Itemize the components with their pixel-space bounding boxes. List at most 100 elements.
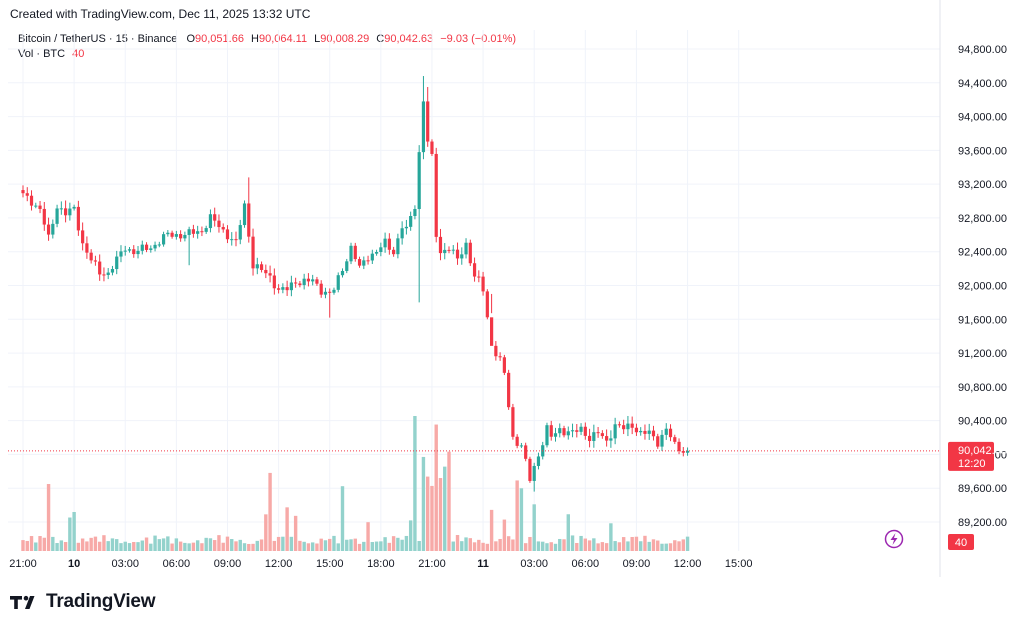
volume-bar bbox=[174, 538, 179, 551]
symbol-title[interactable]: Bitcoin / TetherUS · 15 · Binance bbox=[18, 33, 178, 45]
candle-body bbox=[213, 214, 217, 221]
price-axis-label: 93,200.00 bbox=[958, 179, 1007, 191]
volume-bar bbox=[383, 537, 387, 551]
price-axis-label: 89,600.00 bbox=[958, 483, 1007, 495]
candle-body bbox=[238, 225, 242, 240]
candle-body bbox=[562, 428, 566, 436]
volume-bar bbox=[400, 539, 404, 551]
volume-bar bbox=[157, 539, 162, 551]
volume-bar bbox=[38, 536, 42, 551]
candle-body bbox=[204, 228, 208, 232]
candle-body bbox=[170, 232, 174, 237]
volume-bar bbox=[391, 536, 396, 551]
volume-bar bbox=[651, 539, 656, 551]
volume-bar bbox=[528, 536, 532, 551]
price-axis-label: 92,000.00 bbox=[958, 281, 1007, 293]
time-axis-label: 03:00 bbox=[111, 558, 139, 570]
volume-bar bbox=[217, 535, 221, 551]
volume-bar bbox=[132, 541, 136, 551]
price-change: −9.03 (−0.01%) bbox=[440, 33, 517, 45]
price-axis-label: 94,400.00 bbox=[958, 78, 1007, 90]
volume-bar bbox=[230, 539, 234, 551]
candle-body bbox=[443, 249, 447, 254]
volume-bar bbox=[183, 542, 187, 551]
volume-bar bbox=[477, 539, 481, 551]
candle-body bbox=[81, 230, 85, 244]
time-axis-label: 21:00 bbox=[9, 558, 37, 570]
volume-bar bbox=[55, 543, 59, 551]
time-axis-label: 10 bbox=[68, 558, 80, 570]
candle-body bbox=[119, 251, 123, 257]
candle-body bbox=[651, 430, 656, 437]
candle-body bbox=[200, 231, 204, 233]
volume-bar bbox=[293, 515, 298, 551]
candle-body bbox=[668, 428, 673, 438]
candle-body bbox=[251, 236, 255, 269]
candle-body bbox=[64, 208, 68, 216]
candle-body bbox=[677, 441, 681, 452]
tradingview-wordmark: TradingView bbox=[46, 591, 156, 612]
candle-body bbox=[575, 430, 579, 432]
volume-bar bbox=[519, 488, 524, 551]
volume-bar bbox=[634, 536, 639, 551]
candle-body bbox=[357, 259, 362, 266]
volume-bar bbox=[626, 541, 630, 551]
volume-bar bbox=[545, 543, 549, 551]
volume-bar bbox=[63, 542, 68, 551]
time-axis-label: 18:00 bbox=[367, 558, 395, 570]
volume-bar bbox=[298, 540, 302, 551]
candle-body bbox=[132, 249, 136, 255]
volume-value-tag[interactable] bbox=[948, 534, 974, 550]
candle-body bbox=[161, 234, 166, 245]
volume-bar bbox=[332, 535, 336, 551]
candle-body bbox=[664, 428, 668, 435]
volume-bar bbox=[46, 484, 51, 551]
candle-body bbox=[404, 226, 408, 229]
candle-body bbox=[409, 216, 413, 227]
volume-bar bbox=[251, 543, 255, 551]
candle-body bbox=[472, 263, 477, 277]
last-price-tag[interactable] bbox=[948, 441, 994, 471]
candle-body bbox=[42, 208, 46, 225]
volume-bar bbox=[349, 539, 353, 551]
bar-countdown: 12:20 bbox=[958, 458, 986, 470]
candle-body bbox=[639, 430, 643, 433]
volume-bar bbox=[664, 543, 668, 551]
volume-bar bbox=[89, 537, 93, 551]
lightning-icon[interactable] bbox=[884, 529, 904, 549]
candle-body bbox=[55, 208, 59, 224]
candle-body bbox=[553, 433, 558, 437]
symbol-legend: Bitcoin / TetherUS · 15 · Binance O90,05… bbox=[18, 32, 516, 62]
volume-bar bbox=[515, 480, 519, 551]
time-axis-label: 03:00 bbox=[520, 558, 548, 570]
candle-body bbox=[583, 426, 587, 436]
close-value: 90,042.63 bbox=[384, 33, 434, 45]
volume-bar bbox=[553, 543, 558, 551]
volume-bar bbox=[443, 466, 447, 551]
candle-body bbox=[46, 224, 51, 235]
candle-body bbox=[494, 345, 498, 357]
candle-body bbox=[660, 434, 664, 447]
tradingview-logo[interactable]: TradingView bbox=[10, 590, 156, 614]
candle-body bbox=[76, 206, 80, 231]
volume-bar bbox=[319, 538, 323, 551]
volume-bar bbox=[234, 541, 238, 551]
last-price-value: 90,042.63 bbox=[958, 445, 1007, 457]
volume-legend-label[interactable]: Vol · BTC bbox=[18, 48, 66, 60]
volume-bar bbox=[455, 535, 460, 551]
volume-bar bbox=[170, 543, 174, 551]
candle-body bbox=[187, 229, 191, 235]
lightning-icon-bolt bbox=[890, 533, 898, 545]
candle-body bbox=[447, 249, 451, 251]
volume-bar bbox=[85, 541, 89, 551]
candle-body bbox=[685, 450, 690, 453]
time-axis-label: 15:00 bbox=[316, 558, 344, 570]
candle-body bbox=[289, 282, 293, 291]
volume-bar bbox=[166, 536, 170, 551]
time-axis-label: 15:00 bbox=[725, 558, 753, 570]
volume-bar bbox=[213, 540, 217, 551]
volume-bar bbox=[673, 540, 677, 551]
volume-bar bbox=[259, 539, 264, 551]
candle-body bbox=[110, 269, 115, 273]
